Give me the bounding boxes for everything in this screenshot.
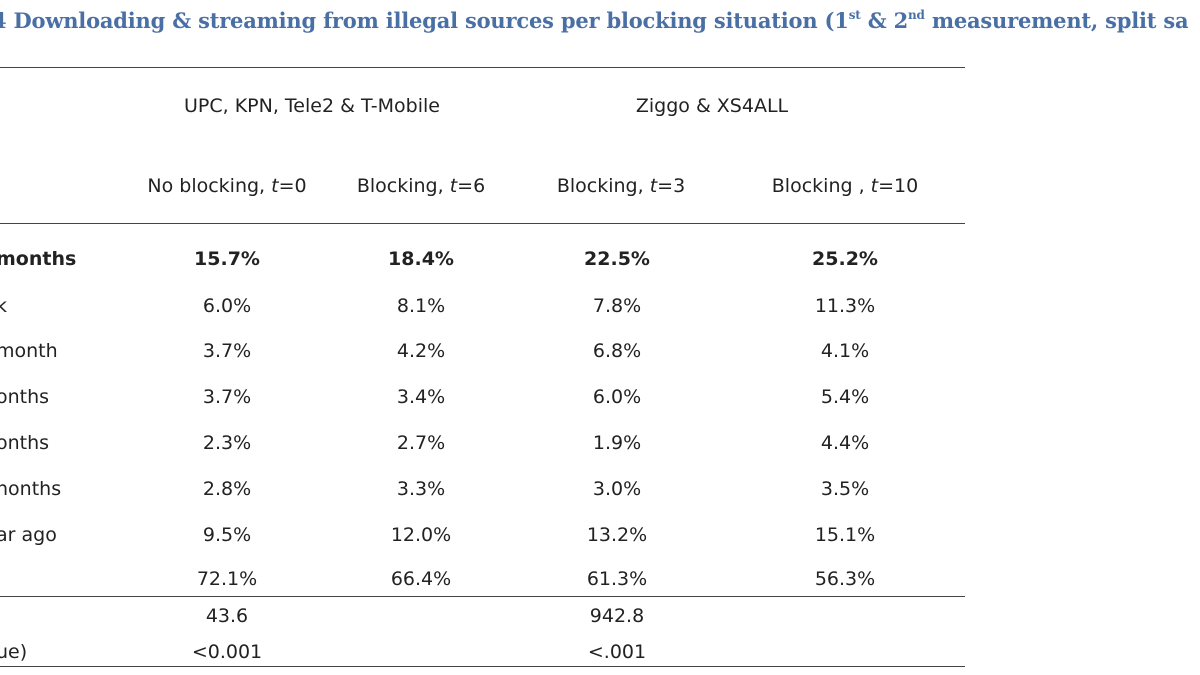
table-cell: 3.5% xyxy=(820,478,870,500)
column-header: No blocking, t=0 xyxy=(147,175,307,197)
table-cell: 4.4% xyxy=(820,432,870,454)
table-cell: 3.3% xyxy=(396,478,446,500)
stats-cell: <.001 xyxy=(587,641,647,663)
table-cell: 3.7% xyxy=(202,386,252,408)
table-cell: 7.8% xyxy=(592,295,642,317)
table-cell: 8.1% xyxy=(396,295,446,317)
stats-cell: 43.6 xyxy=(205,605,249,627)
row-label: ar ago xyxy=(0,524,57,546)
row-label: k xyxy=(0,295,8,317)
stats-rule xyxy=(0,596,965,597)
stats-cell: <0.001 xyxy=(191,641,263,663)
table-cell: 25.2% xyxy=(812,248,878,270)
table-cell: 2.3% xyxy=(202,432,252,454)
table-cell: 6.0% xyxy=(592,386,642,408)
table-cell: 61.3% xyxy=(586,568,648,590)
table-cell: 22.5% xyxy=(584,248,650,270)
group-header: Ziggo & XS4ALL xyxy=(635,95,789,117)
bottom-rule xyxy=(0,666,965,667)
table-caption: 4 Downloading & streaming from illegal s… xyxy=(0,8,1189,33)
group-header: UPC, KPN, Tele2 & T-Mobile xyxy=(184,95,440,117)
table-cell: 9.5% xyxy=(202,524,252,546)
row-label: onths xyxy=(0,432,50,454)
table-cell: 1.9% xyxy=(592,432,642,454)
table-cell: 66.4% xyxy=(390,568,452,590)
row-label: month xyxy=(0,340,58,362)
row-label: onths xyxy=(0,386,50,408)
table-cell: 4.1% xyxy=(820,340,870,362)
table-cell: 4.2% xyxy=(396,340,446,362)
table-cell: 11.3% xyxy=(814,295,876,317)
column-header: Blocking, t=6 xyxy=(356,175,486,197)
table-cell: 2.7% xyxy=(396,432,446,454)
stats-label: ue) xyxy=(0,641,28,663)
table-cell: 3.4% xyxy=(396,386,446,408)
table-cell: 15.7% xyxy=(194,248,260,270)
table-cell: 72.1% xyxy=(196,568,258,590)
row-label: months xyxy=(0,248,77,270)
row-label: nonths xyxy=(0,478,62,500)
column-header: Blocking , t=10 xyxy=(771,175,919,197)
stats-cell: 942.8 xyxy=(589,605,645,627)
table-cell: 18.4% xyxy=(388,248,454,270)
table-cell: 3.0% xyxy=(592,478,642,500)
table-cell: 12.0% xyxy=(390,524,452,546)
header-rule xyxy=(0,223,965,224)
top-rule xyxy=(0,67,965,68)
table-cell: 2.8% xyxy=(202,478,252,500)
table-cell: 13.2% xyxy=(586,524,648,546)
table-cell: 3.7% xyxy=(202,340,252,362)
table-cell: 15.1% xyxy=(814,524,876,546)
table-cell: 56.3% xyxy=(814,568,876,590)
table-cell: 6.0% xyxy=(202,295,252,317)
column-header: Blocking, t=3 xyxy=(556,175,686,197)
table-cell: 5.4% xyxy=(820,386,870,408)
table-cell: 6.8% xyxy=(592,340,642,362)
